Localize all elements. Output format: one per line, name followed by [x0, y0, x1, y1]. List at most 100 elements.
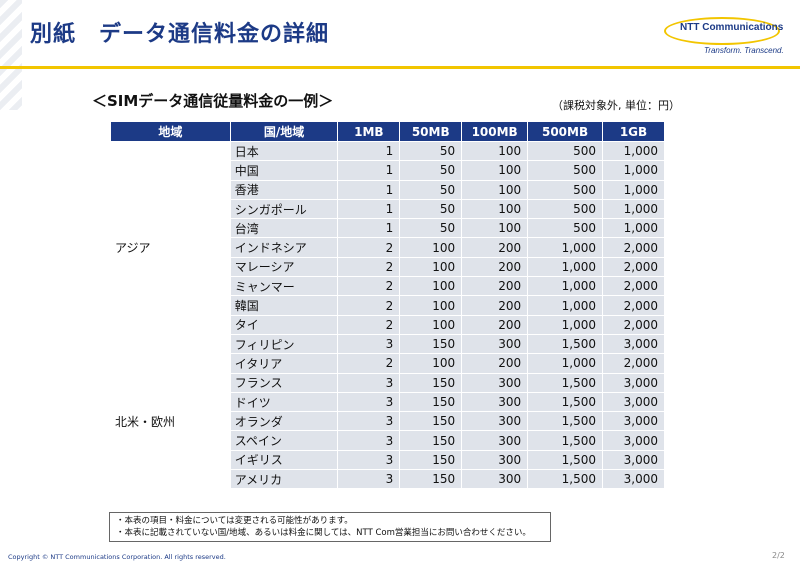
country-cell: ミャンマー [229, 276, 339, 297]
price-cell: 2 [337, 256, 401, 278]
price-cell: 1,500 [527, 430, 603, 451]
table-row: タイ 2 100 200 1,000 2,000 [111, 314, 666, 335]
price-cell: 3,000 [601, 333, 666, 355]
country-cell: インドネシア [229, 237, 339, 258]
country-cell: シンガポール [229, 198, 339, 220]
price-cell: 100 [399, 276, 463, 297]
price-cell: 3 [337, 391, 401, 413]
country-cell: スペイン [229, 430, 339, 451]
country-cell: イギリス [229, 449, 339, 471]
price-cell: 100 [461, 179, 529, 200]
price-cell: 150 [399, 469, 463, 490]
pricing-table: 地域 国/地域 1MB 50MB 100MB 500MB 1GB アジア 日本 1 5… [110, 121, 666, 490]
note-line: ・本表に記載されていない国/地域、あるいは料金に関しては、NTT Com営業担当… [116, 528, 531, 538]
logo-tagline: Transform. Transcend. [704, 46, 784, 55]
header-500mb: 500MB [527, 121, 603, 142]
price-cell: 1,000 [527, 353, 603, 374]
price-cell: 100 [461, 218, 529, 239]
price-cell: 3 [337, 411, 401, 432]
price-cell: 3,000 [601, 411, 666, 432]
price-cell: 2,000 [601, 256, 666, 278]
table-row: インドネシア 2 100 200 1,000 2,000 [111, 237, 666, 258]
header-1gb: 1GB [601, 121, 666, 142]
price-cell: 2,000 [601, 295, 666, 316]
price-cell: 1,500 [527, 411, 603, 432]
price-cell: 3,000 [601, 391, 666, 413]
price-cell: 150 [399, 333, 463, 355]
price-cell: 1 [337, 179, 401, 200]
price-cell: 300 [461, 391, 529, 413]
price-cell: 3 [337, 372, 401, 393]
price-cell: 1,000 [527, 237, 603, 258]
price-cell: 100 [399, 314, 463, 335]
price-cell: 50 [399, 218, 463, 239]
price-cell: 1,500 [527, 333, 603, 355]
table-body: アジア 日本 1 50 100 500 1,000 中国 1 50 100 500 1,000 香港 1 50… [110, 140, 666, 490]
price-cell: 1,000 [601, 179, 666, 200]
price-cell: 500 [527, 198, 603, 220]
table-row: フィリピン 3 150 300 1,500 3,000 [111, 333, 666, 355]
price-cell: 1 [337, 218, 401, 239]
price-cell: 1 [337, 160, 401, 181]
decorative-pattern [0, 0, 22, 110]
price-cell: 1,000 [527, 314, 603, 335]
price-cell: 200 [461, 353, 529, 374]
price-cell: 500 [527, 140, 603, 162]
ntt-communications-logo: NTT Communications Transform. Transcend. [664, 16, 784, 60]
country-cell: 中国 [229, 160, 339, 181]
price-cell: 1,000 [527, 256, 603, 278]
table-row: スペイン 3 150 300 1,500 3,000 [111, 430, 666, 451]
notes-box: ・本表の項目・料金については変更される可能性があります。 ・本表に記載されていな… [109, 512, 551, 542]
price-cell: 300 [461, 430, 529, 451]
table-row: アメリカ 3 150 300 1,500 3,000 [111, 469, 666, 490]
price-cell: 500 [527, 218, 603, 239]
price-cell: 2,000 [601, 314, 666, 335]
table-row: 北米・欧州 イタリア 2 100 200 1,000 2,000 [110, 353, 666, 490]
country-cell: ドイツ [229, 391, 339, 413]
unit-note: （課税対象外, 単位：円） [552, 99, 680, 112]
header-divider [0, 66, 800, 69]
price-cell: 3,000 [601, 469, 666, 490]
header-50mb: 50MB [399, 121, 463, 142]
price-cell: 1,500 [527, 391, 603, 413]
price-cell: 1,000 [527, 276, 603, 297]
price-cell: 300 [461, 372, 529, 393]
price-cell: 3,000 [601, 430, 666, 451]
price-cell: 1 [337, 140, 401, 162]
table-header-row: 地域 国/地域 1MB 50MB 100MB 500MB 1GB [110, 121, 666, 142]
price-cell: 2 [337, 295, 401, 316]
logo-ring-icon [664, 17, 780, 45]
table-row: 中国 1 50 100 500 1,000 [111, 160, 666, 181]
price-cell: 2,000 [601, 353, 666, 374]
price-cell: 2 [337, 353, 401, 374]
price-cell: 100 [399, 295, 463, 316]
price-cell: 1,000 [601, 140, 666, 162]
country-cell: タイ [229, 314, 339, 335]
price-cell: 3,000 [601, 449, 666, 471]
price-cell: 300 [461, 333, 529, 355]
country-cell: アメリカ [229, 469, 339, 490]
country-cell: 台湾 [229, 218, 339, 239]
region-cell: アジア [110, 140, 231, 355]
price-cell: 1,500 [527, 372, 603, 393]
price-cell: 100 [461, 140, 529, 162]
header-region: 地域 [110, 121, 231, 142]
table-row: ドイツ 3 150 300 1,500 3,000 [111, 391, 666, 413]
region-cell: 北米・欧州 [110, 353, 231, 490]
country-cell: オランダ [229, 411, 339, 432]
country-cell: 日本 [229, 140, 339, 162]
price-cell: 50 [399, 160, 463, 181]
header-1mb: 1MB [337, 121, 401, 142]
price-cell: 200 [461, 276, 529, 297]
note-line: ・本表の項目・料金については変更される可能性があります。 [116, 516, 353, 526]
price-cell: 1 [337, 198, 401, 220]
page-number: 2/2 [772, 551, 785, 560]
table-row: オランダ 3 150 300 1,500 3,000 [111, 411, 666, 432]
country-cell: フィリピン [229, 333, 339, 355]
price-cell: 100 [461, 160, 529, 181]
price-cell: 2 [337, 276, 401, 297]
price-cell: 3 [337, 469, 401, 490]
country-cell: イタリア [229, 353, 339, 374]
price-cell: 50 [399, 140, 463, 162]
header-country: 国/地域 [229, 121, 339, 142]
